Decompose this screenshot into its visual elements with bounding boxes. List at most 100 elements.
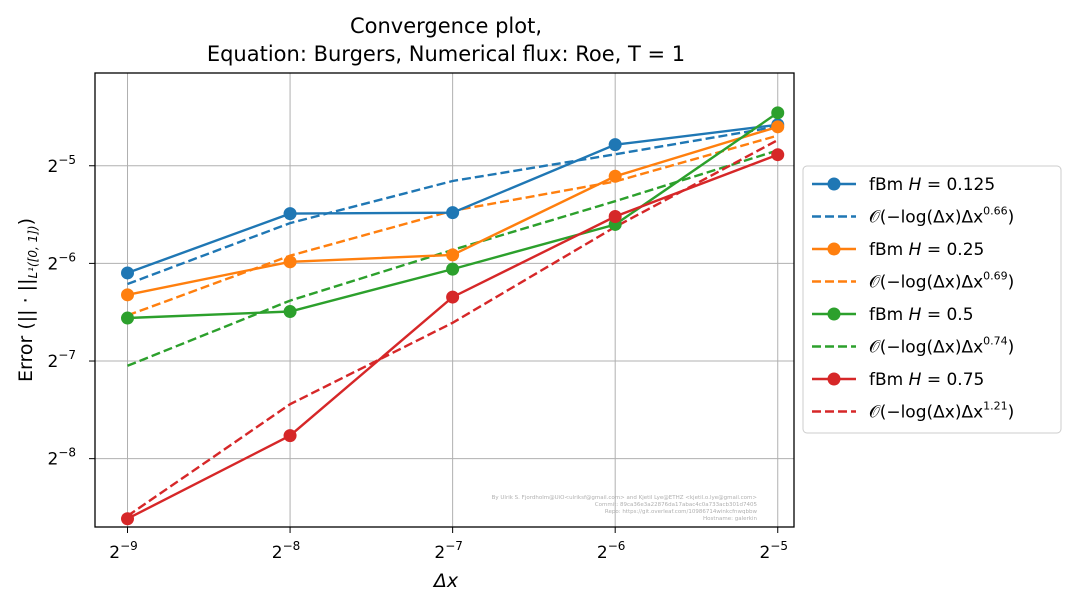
data-point (771, 120, 785, 134)
legend-fit-exponent: 1.21 (983, 400, 1008, 413)
legend-label-value: = 0.75 (921, 370, 984, 390)
data-point (283, 305, 297, 319)
x-axis-label: Δx (432, 570, 459, 592)
y-tick-label: 2−8 (47, 446, 76, 470)
data-point (608, 138, 622, 152)
data-point (771, 148, 785, 162)
watermark: By Ulrik S. Fjordholm@UiO<ulriksf@gmail.… (492, 495, 758, 522)
legend-label-value: = 0.25 (921, 240, 984, 260)
y-axis-label-close: ) (15, 218, 37, 225)
legend-label-var: H (909, 240, 922, 260)
watermark-line: Repo: https://git.overleaf.com/10986714w… (605, 509, 758, 515)
legend-label: fBm H = 0.25 (869, 240, 984, 260)
y-tick-label: 2−5 (47, 153, 76, 177)
data-point (121, 311, 135, 325)
x-tick-exponent: −7 (445, 539, 463, 553)
x-tick-exponent: −8 (283, 539, 301, 553)
data-point (446, 206, 460, 220)
legend-fit-label: 𝒪(−log(Δx)Δx1.21) (869, 400, 1014, 423)
data-point (283, 207, 297, 221)
y-axis-label-main: Error (|| · || (15, 279, 37, 383)
legend-marker (827, 372, 841, 386)
legend-marker (827, 177, 841, 191)
fit-line (127, 125, 778, 286)
x-tick-base: 2 (109, 543, 120, 563)
data-point (121, 512, 135, 526)
y-tick-label: 2−7 (47, 348, 76, 372)
data-point (446, 262, 460, 276)
legend-marker (827, 242, 841, 256)
data-point (283, 255, 297, 269)
legend-fit-label: 𝒪(−log(Δx)Δx0.74) (869, 335, 1014, 358)
legend-fit-text: 𝒪(−log(Δx)Δx (869, 403, 983, 423)
watermark-line: Commit: 89ca36e3a22876da17abac4c0a733acb… (595, 502, 758, 508)
x-tick-base: 2 (272, 543, 283, 563)
x-tick-label: 2−5 (759, 539, 788, 563)
legend-fit-close: ) (1008, 273, 1015, 293)
data-series (121, 106, 785, 526)
legend-fit-close: ) (1008, 403, 1015, 423)
y-axis-ticks: 2−52−62−72−8 (47, 153, 95, 470)
legend-marker (827, 307, 841, 321)
y-tick-label: 2−6 (47, 250, 76, 274)
x-tick-base: 2 (759, 543, 770, 563)
chart-title-line-1: Convergence plot, (350, 14, 542, 38)
legend-label-value: = 0.5 (921, 305, 973, 325)
legend-label-value: = 0.125 (921, 175, 995, 195)
data-point (283, 429, 297, 443)
legend-fit-text: 𝒪(−log(Δx)Δx (869, 208, 983, 228)
legend-box (802, 165, 1062, 434)
y-tick-base: 2 (47, 352, 58, 372)
grid-lines (95, 73, 794, 527)
legend-label-prefix: fBm (869, 240, 909, 260)
x-axis-ticks: 2−9 2−8 2−7 2−6 2−5 (109, 527, 788, 563)
x-tick-exponent: −9 (120, 539, 138, 553)
data-point (771, 106, 785, 120)
y-tick-base: 2 (47, 254, 58, 274)
legend-fit-exponent: 0.66 (983, 205, 1008, 218)
y-axis-label-subscript: L¹([0, 1]) (26, 225, 40, 278)
data-point (446, 248, 460, 262)
legend-label-prefix: fBm (869, 175, 909, 195)
legend-label-prefix: fBm (869, 370, 909, 390)
legend-label-var: H (909, 175, 922, 195)
y-tick-exponent: −7 (58, 348, 76, 362)
data-point (446, 290, 460, 304)
legend-label-prefix: fBm (869, 305, 909, 325)
x-tick-exponent: −6 (608, 539, 626, 553)
y-tick-exponent: −8 (58, 446, 76, 460)
legend-label-var: H (909, 305, 922, 325)
x-tick-label: 2−9 (109, 539, 138, 563)
y-tick-exponent: −6 (58, 250, 76, 264)
y-axis-label: Error (|| · ||L¹([0, 1])) (15, 218, 40, 382)
data-point (608, 209, 622, 223)
legend-label-var: H (909, 370, 922, 390)
y-tick-base: 2 (47, 157, 58, 177)
watermark-line: By Ulrik S. Fjordholm@UiO<ulriksf@gmail.… (492, 495, 758, 501)
x-tick-label: 2−8 (272, 539, 301, 563)
legend-fit-label: 𝒪(−log(Δx)Δx0.66) (869, 205, 1014, 228)
chart-title-line-2: Equation: Burgers, Numerical flux: Roe, … (207, 42, 685, 66)
legend-fit-exponent: 0.74 (983, 335, 1008, 348)
plot-area-frame (94, 72, 795, 528)
x-tick-label: 2−6 (597, 539, 626, 563)
legend-label: fBm H = 0.125 (869, 175, 995, 195)
x-tick-base: 2 (434, 543, 445, 563)
data-point (608, 169, 622, 183)
legend-label: fBm H = 0.75 (869, 370, 984, 390)
legend-fit-label: 𝒪(−log(Δx)Δx0.69) (869, 270, 1014, 293)
fit-line (126, 139, 779, 517)
data-point (121, 266, 135, 280)
x-tick-base: 2 (597, 543, 608, 563)
legend-fit-text: 𝒪(−log(Δx)Δx (869, 338, 983, 358)
y-tick-base: 2 (47, 450, 58, 470)
legend-fit-close: ) (1008, 338, 1015, 358)
data-point (121, 288, 135, 302)
legend-fit-close: ) (1008, 208, 1015, 228)
legend-fit-exponent: 0.69 (983, 270, 1008, 283)
x-tick-label: 2−7 (434, 539, 463, 563)
legend-fit-text: 𝒪(−log(Δx)Δx (869, 273, 983, 293)
x-tick-exponent: −5 (770, 539, 788, 553)
